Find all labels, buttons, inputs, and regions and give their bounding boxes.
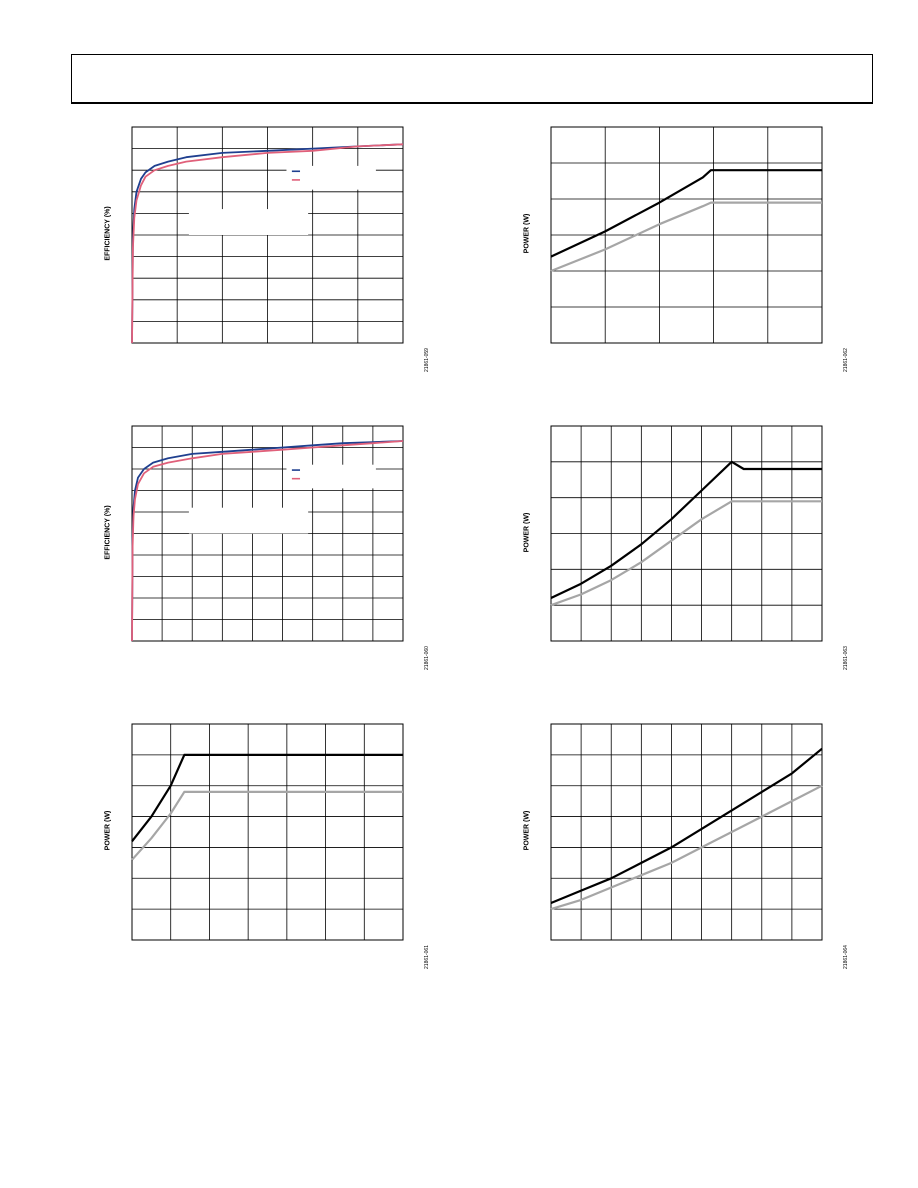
series-line-1 [550,169,822,258]
chart-svg [131,126,404,344]
chart-svg [550,126,823,344]
figure-id: 21861-064 [843,945,849,969]
plot-frame [131,126,404,344]
plot-frame [131,723,404,941]
y-axis-label: POWER (W) [104,810,112,851]
series-line-2 [131,440,404,642]
y-axis-label: EFFICIENCY (%) [104,206,112,261]
figure-id: 21861-062 [843,348,849,372]
chart-svg [550,425,823,642]
chart-svg [550,723,823,941]
series-line-2 [131,790,403,861]
figure-middle-left: EFFICIENCY (%) 21861-060 [105,425,430,670]
plot-frame [550,126,823,344]
legend-box [286,464,376,489]
figure-top-right: POWER (W) 21861-062 [524,126,849,372]
annotation-box [188,507,309,534]
y-axis-label: POWER (W) [523,213,531,254]
series-line-2 [550,784,823,911]
figure-id: 21861-063 [843,646,849,670]
figure-id: 21861-060 [424,646,430,670]
y-axis-label: POWER (W) [523,512,531,552]
series-line-1 [131,143,404,344]
series-line-1 [131,753,403,842]
chart-svg [131,425,404,642]
figure-bottom-left: POWER (W) 21861-061 [105,723,430,969]
series-line-1 [550,460,822,599]
figure-id: 21861-061 [424,945,430,969]
legend-box [286,165,376,190]
y-axis-label: POWER (W) [523,810,531,851]
series-line-2 [550,500,822,607]
figure-middle-right: POWER (W) 21861-063 [524,425,849,670]
page-header [71,54,873,104]
y-axis-label: EFFICIENCY (%) [104,504,112,560]
series-line-2 [550,201,822,273]
chart-svg [131,723,404,941]
series-line-1 [550,747,823,905]
annotation-box [188,209,309,235]
plot-frame [550,425,823,642]
series-line-2 [131,143,404,344]
figure-bottom-right: POWER (W) 21861-064 [524,723,849,969]
plot-frame [550,723,823,941]
figure-top-left: EFFICIENCY (%) 21861-059 [105,126,430,372]
figure-id: 21861-059 [424,348,430,372]
